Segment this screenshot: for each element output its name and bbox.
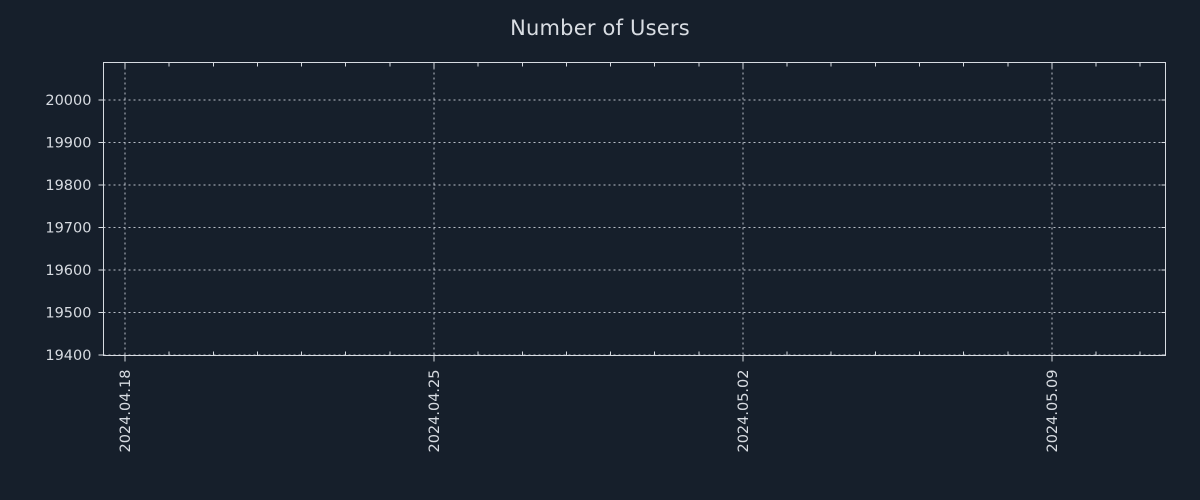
y-tick-label: 19500	[45, 306, 91, 322]
y-tick-label: 19600	[45, 263, 91, 279]
x-axis-labels: 2024.04.18 2024.04.25 2024.05.02 2024.05.09	[118, 370, 1061, 453]
grid-layer	[103, 62, 1166, 356]
plot-axes-frame	[102, 61, 1167, 357]
x-tick-label: 2024.05.02	[736, 370, 752, 453]
x-tick-label: 2024.04.25	[427, 370, 443, 453]
x-tick-label: 2024.05.09	[1045, 370, 1061, 453]
x-tick-label: 2024.04.18	[118, 370, 134, 453]
y-tick-label: 19400	[45, 348, 91, 364]
y-axis-labels: 20000 19900 19800 19700 19600 19500 19400	[45, 93, 91, 364]
tick-marks-layer	[98, 62, 1166, 362]
y-tick-label: 20000	[45, 93, 91, 109]
y-tick-label: 19900	[45, 136, 91, 152]
y-tick-label: 19700	[45, 221, 91, 237]
y-tick-label: 19800	[45, 178, 91, 194]
chart-title: Number of Users	[510, 16, 690, 40]
